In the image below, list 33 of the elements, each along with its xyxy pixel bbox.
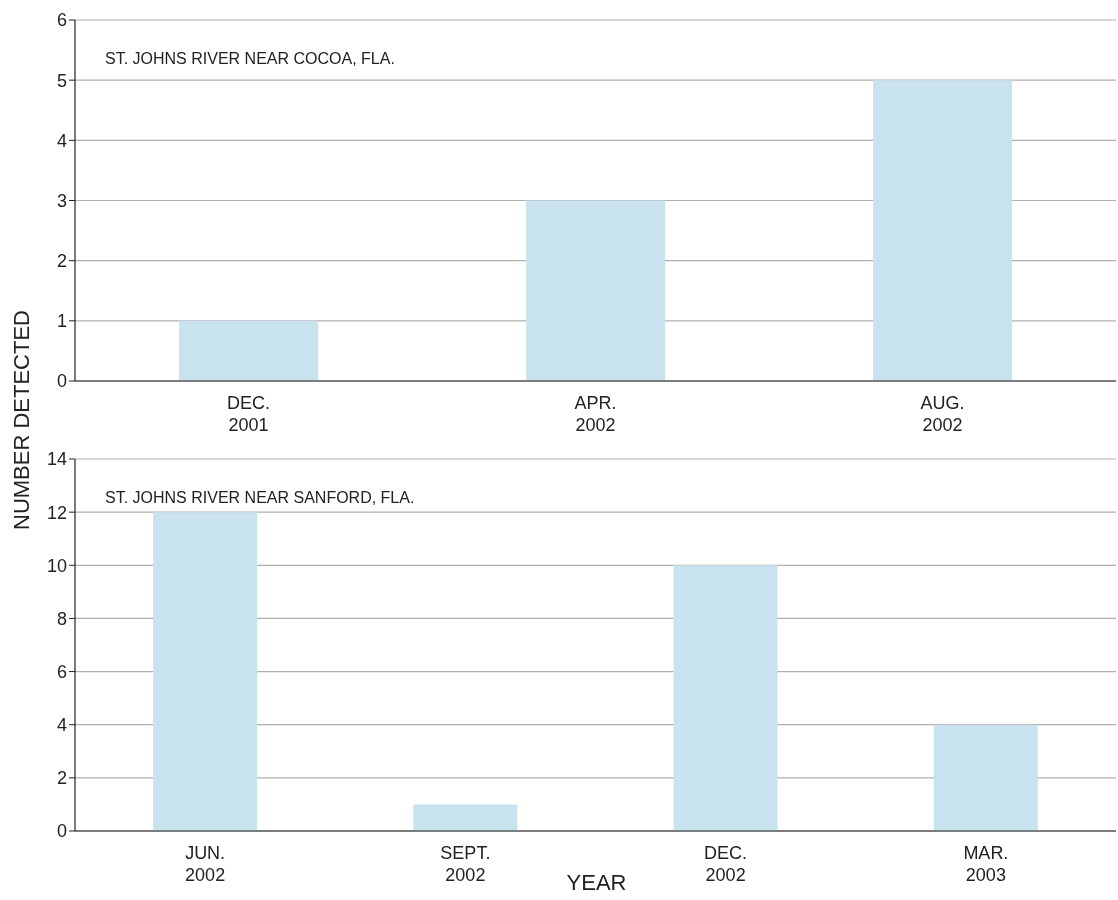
- y-tick-label: 0: [56, 821, 67, 842]
- y-tick-label: 4: [56, 715, 67, 736]
- x-tick-label: SEPT. 2002: [440, 843, 491, 885]
- y-tick-label: 1: [56, 311, 67, 332]
- bar: [179, 320, 319, 381]
- y-axis-title: NUMBER DETECTED: [9, 309, 35, 531]
- x-axis-title: YEAR: [566, 870, 627, 895]
- bar: [673, 565, 778, 831]
- annotation: ST. JOHNS RIVER NEAR SANFORD, FLA.: [105, 489, 415, 507]
- x-tick-label: MAR. 2003: [963, 843, 1009, 885]
- y-tick-label: 8: [56, 608, 67, 629]
- y-tick-label: 12: [46, 502, 67, 523]
- bar: [413, 804, 518, 831]
- y-tick-label: 4: [56, 130, 67, 151]
- x-tick-label: APR. 2002: [574, 393, 617, 435]
- x-tick-label: DEC. 2001: [226, 393, 271, 435]
- y-tick-label: 14: [46, 449, 67, 470]
- bar: [526, 200, 666, 381]
- y-tick-label: 2: [56, 251, 67, 272]
- annotation: ST. JOHNS RIVER NEAR COCOA, FLA.: [105, 50, 395, 68]
- bar: [873, 80, 1013, 381]
- y-tick-label: 6: [56, 10, 67, 31]
- bar: [933, 724, 1038, 831]
- y-tick-label: 5: [56, 70, 67, 91]
- y-tick-label: 2: [56, 768, 67, 789]
- bar: [153, 512, 258, 831]
- x-tick-label: DEC. 2002: [704, 843, 748, 885]
- y-tick-label: 0: [56, 371, 67, 392]
- y-tick-label: 10: [46, 555, 67, 576]
- y-tick-label: 3: [56, 190, 67, 211]
- x-tick-label: JUN. 2002: [185, 843, 226, 885]
- x-tick-label: AUG. 2002: [920, 393, 965, 435]
- y-tick-label: 6: [56, 661, 67, 682]
